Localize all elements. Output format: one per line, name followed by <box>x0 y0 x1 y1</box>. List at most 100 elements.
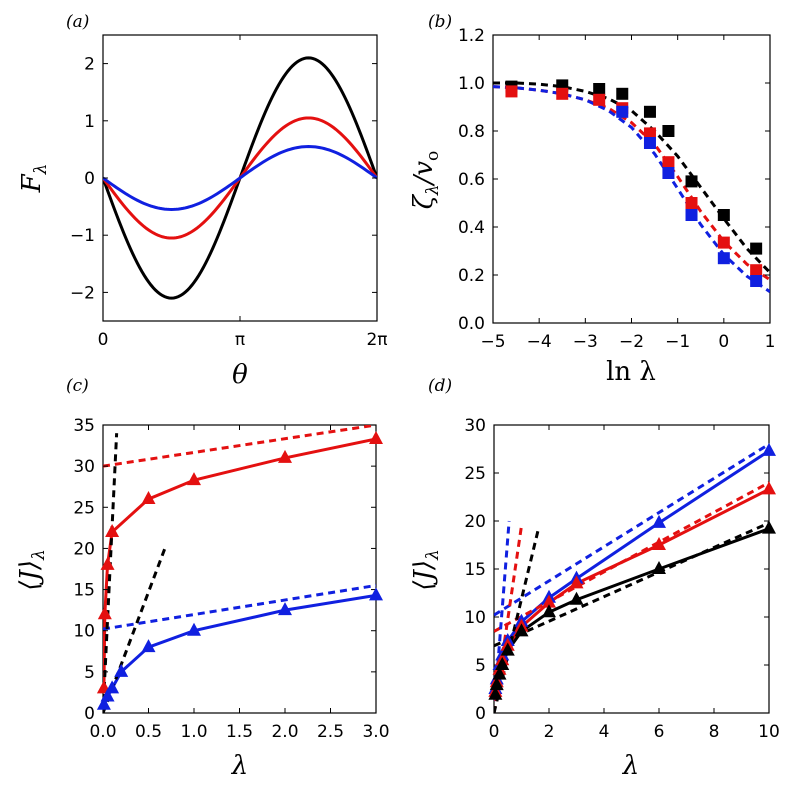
marker-red <box>187 472 201 486</box>
marker-red <box>593 93 606 106</box>
marker-red <box>662 156 675 169</box>
panel-d-plot: 0 2 4 6 8 10 0 5 10 15 20 25 30 <box>464 416 779 742</box>
y-tick-label: 0 <box>84 704 95 724</box>
y-tick-label: 2 <box>84 55 95 75</box>
svg-text:⟨J⟩λ: ⟨J⟩λ <box>15 549 49 591</box>
marker-blue <box>141 639 156 653</box>
x-tick-label: 8 <box>709 722 720 742</box>
y-tick-label: 30 <box>73 457 95 477</box>
marker-blue <box>685 209 698 221</box>
x-tick-label: 1.0 <box>180 722 207 742</box>
x-tick-label: 2.0 <box>271 722 298 742</box>
marker-blue <box>616 105 629 118</box>
panel-b: (b) −5 −4 −3 −2 −1 0 1 0.0 0.2 0.4 0.6 0.8 1.0 1.2 ln… <box>409 12 775 387</box>
panel-d-series-group <box>494 442 769 713</box>
y-tick-label: 30 <box>464 416 486 436</box>
panel-a-xlabel: θ <box>232 360 248 390</box>
x-tick-label: 1 <box>765 332 776 352</box>
y-tick-label: 1.2 <box>458 26 485 46</box>
marker-red <box>505 85 518 98</box>
x-tick-label: −1 <box>665 332 690 352</box>
panel-d-ylabel: ⟨J⟩λ <box>409 549 443 591</box>
marker-black <box>593 83 606 95</box>
panel-c-ylabel: ⟨J⟩λ <box>15 549 49 591</box>
x-tick-label: 2.5 <box>317 722 344 742</box>
x-tick-label: 0 <box>489 722 500 742</box>
marker-blue <box>96 696 111 710</box>
series-line-black-slope-steep <box>103 433 119 713</box>
series-line-black-asymptote <box>494 521 769 648</box>
panel-a-series-group <box>103 56 377 300</box>
series-line-red-asymptote <box>494 481 769 633</box>
x-tick-label: −5 <box>480 332 505 352</box>
marker-blue <box>100 688 115 702</box>
series-line-red-asymptote <box>103 425 376 468</box>
marker-black <box>488 686 503 700</box>
series-line-red <box>494 487 769 693</box>
panel-b-label: (b) <box>428 12 452 32</box>
marker-red <box>569 575 584 589</box>
y-tick-label: 0 <box>475 704 486 724</box>
marker-red <box>542 594 556 608</box>
marker-blue <box>643 137 656 149</box>
marker-blue <box>114 663 129 677</box>
y-tick-label: 15 <box>464 560 486 580</box>
y-tick-label: −2 <box>70 283 95 303</box>
x-tick-label: 0 <box>98 330 109 350</box>
marker-black <box>500 642 515 656</box>
panel-d-xlabel: λ <box>622 751 639 781</box>
marker-red <box>685 197 698 209</box>
y-tick-label: 5 <box>84 663 95 683</box>
y-tick-label: 1 <box>84 112 95 132</box>
panel-c-label: (c) <box>66 376 89 396</box>
panel-c-ylabel-main: ⟨J⟩ <box>15 560 45 591</box>
x-tick-label: 2π <box>366 330 387 350</box>
marker-blue <box>278 602 292 616</box>
x-tick-label: 6 <box>654 722 665 742</box>
panel-a-ylabel-main: F <box>17 173 47 193</box>
series-line-red-slope <box>494 525 523 713</box>
marker-black <box>685 175 698 188</box>
marker-red <box>762 481 776 495</box>
x-tick-label: −4 <box>527 332 552 352</box>
panel-b-frame <box>492 34 771 324</box>
y-tick-label: 0.0 <box>458 314 485 334</box>
marker-black <box>569 591 584 605</box>
panel-d-label: (d) <box>428 376 452 396</box>
panel-b-ylabel-rest: /v <box>409 161 439 188</box>
marker-blue <box>750 275 763 287</box>
series-line-blue-asymptote <box>103 583 376 631</box>
marker-black <box>643 105 656 118</box>
marker-black <box>762 520 776 534</box>
marker-blue <box>762 442 776 456</box>
marker-black <box>495 657 510 670</box>
panel-c-ylabel-sub: λ <box>29 549 49 561</box>
panel-b-ylabel-main: ζ <box>409 193 439 209</box>
svg-text:⟨J⟩λ: ⟨J⟩λ <box>409 549 443 591</box>
panel-a-label: (a) <box>66 12 89 32</box>
y-tick-label: 20 <box>73 539 95 559</box>
marker-blue <box>652 514 666 528</box>
marker-red <box>278 449 292 463</box>
y-tick-label: −1 <box>70 226 95 246</box>
marker-red <box>105 523 120 537</box>
panel-c: (c) 0.0 0.5 1.0 1.5 2.0 2.5 3.005101520253035 … <box>15 376 390 781</box>
panel-a-ylabel-sub: λ <box>31 164 51 176</box>
series-line-blue-asymptote <box>494 442 769 617</box>
panel-c-series-group <box>103 425 376 713</box>
marker-black <box>652 561 666 574</box>
panel-c-plot: 0.0 0.5 1.0 1.5 2.0 2.5 3.0 0 5 10 15 20 25 30 35 <box>73 416 389 742</box>
marker-black <box>717 209 730 221</box>
y-tick-label: 0.4 <box>458 218 485 238</box>
x-tick-label: −3 <box>573 332 598 352</box>
y-tick-label: 10 <box>464 608 486 628</box>
x-tick-label: 2 <box>544 722 555 742</box>
panel-b-ylabel: ζλ/vo <box>409 151 443 210</box>
panel-b-xlabel: ln λ <box>606 357 656 387</box>
x-tick-label: 0.5 <box>135 722 162 742</box>
marker-red <box>556 87 569 100</box>
svg-text:Fλ: Fλ <box>17 164 51 194</box>
marker-blue <box>369 587 383 601</box>
